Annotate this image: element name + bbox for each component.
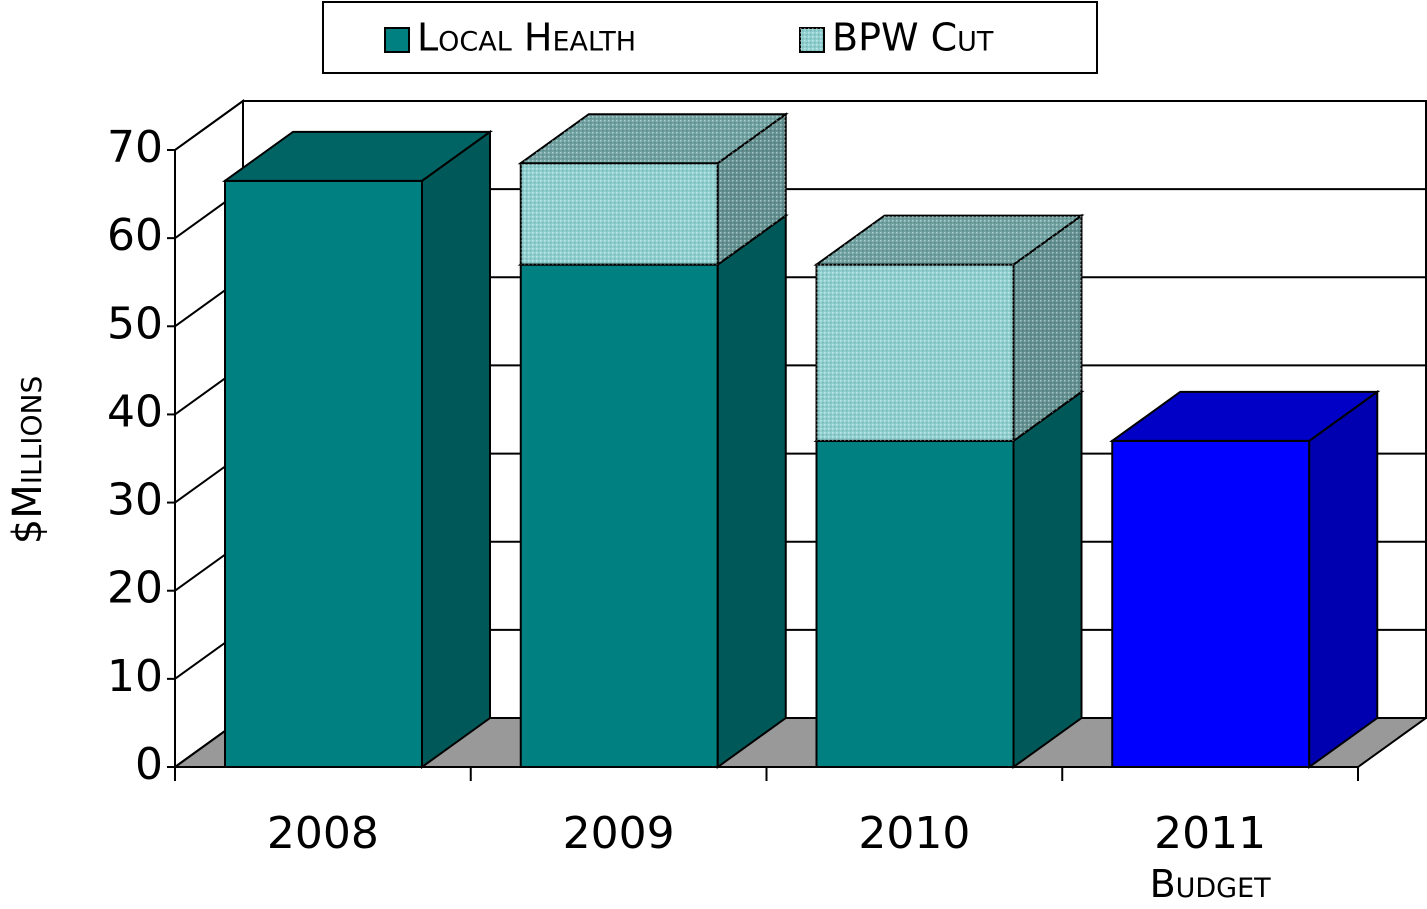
bar-top: [221, 130, 494, 182]
bar-pattern: [816, 264, 1014, 441]
y-tick-label: 0: [135, 739, 163, 790]
x-tick-label: 2009: [563, 808, 675, 859]
bar: [1109, 389, 1381, 769]
legend-box: [322, 1, 1098, 74]
x-tick-label: 2008: [267, 808, 379, 859]
bar-front: [519, 263, 719, 768]
bar: [517, 112, 789, 267]
bar: [517, 213, 789, 769]
legend-label: Local Health: [417, 16, 636, 60]
legend-swatch-pattern: [800, 28, 824, 52]
legend-label: BPW Cut: [832, 16, 994, 60]
bar: [813, 213, 1085, 443]
bar-pattern: [816, 215, 1082, 265]
bar-front: [224, 179, 423, 769]
y-tick-label: 10: [107, 651, 163, 702]
legend-swatch: [384, 27, 410, 53]
bar-pattern: [1013, 215, 1082, 441]
bars: [221, 112, 1381, 769]
grid-line: [174, 100, 1426, 151]
y-tick-label: 30: [107, 475, 163, 526]
bar-side: [716, 213, 787, 769]
bar-side: [1012, 389, 1083, 769]
y-tick-label: 50: [107, 298, 163, 349]
bar-pattern: [520, 114, 786, 164]
y-tick-label: 60: [107, 210, 163, 261]
y-tick-label: 70: [107, 122, 163, 173]
bar-front: [1111, 439, 1311, 768]
x-tick-label: 2010: [858, 808, 970, 859]
bar-side: [1308, 389, 1379, 769]
bar: [221, 129, 494, 769]
bar: [813, 389, 1085, 769]
legend: Local Health BPW Cut: [322, 1, 1098, 74]
bar-front: [815, 439, 1015, 768]
bar-top: [1109, 390, 1381, 442]
bar-side: [421, 129, 491, 769]
y-tick-label: 20: [107, 563, 163, 614]
x-tick-label: 2011 Budget: [1150, 808, 1272, 906]
y-axis-label: $Millions: [5, 376, 51, 544]
bar-pattern: [717, 114, 786, 265]
bar-pattern: [520, 163, 718, 265]
y-tick-label: 40: [107, 386, 163, 437]
